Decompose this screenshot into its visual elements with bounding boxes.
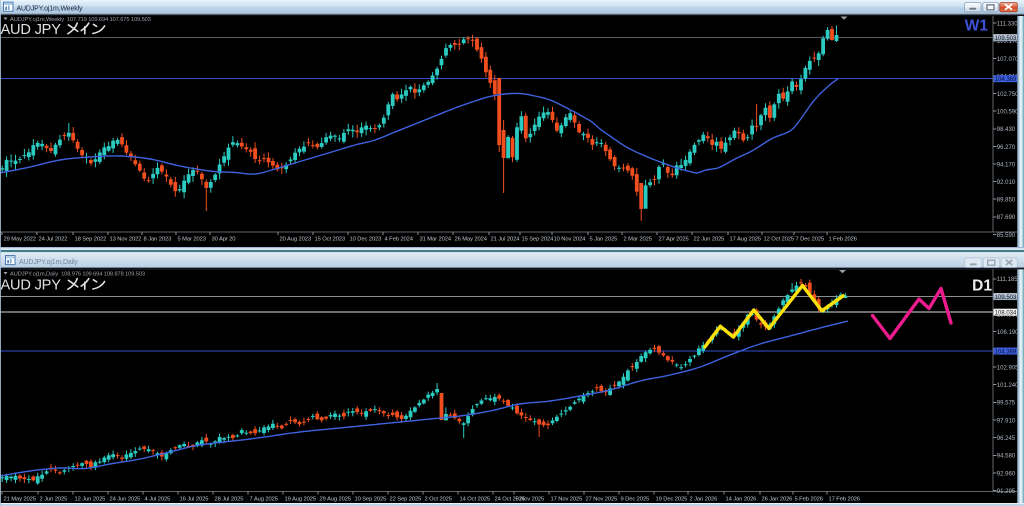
svg-text:26 May 2024: 26 May 2024 [455, 237, 488, 243]
svg-text:96.270: 96.270 [997, 145, 1016, 151]
svg-text:109.503: 109.503 [995, 36, 1017, 42]
svg-text:D1: D1 [972, 278, 992, 295]
svg-text:92.960: 92.960 [997, 471, 1016, 477]
svg-text:27 Apr 2025: 27 Apr 2025 [659, 237, 689, 243]
svg-text:111.330: 111.330 [997, 22, 1018, 28]
svg-text:17 Feb 2026: 17 Feb 2026 [829, 496, 860, 502]
svg-text:89.850: 89.850 [997, 198, 1016, 204]
svg-text:5 Nov 2025: 5 Nov 2025 [516, 496, 545, 502]
svg-text:28 Jul 2025: 28 Jul 2025 [215, 496, 244, 502]
svg-text:17 Aug 2025: 17 Aug 2025 [730, 237, 761, 243]
svg-text:16 Jul 2025: 16 Jul 2025 [180, 496, 209, 502]
svg-text:AUD JPY: AUD JPY [1, 277, 62, 293]
svg-text:10 Dec 2023: 10 Dec 2023 [350, 237, 382, 243]
svg-text:24 Jul 2022: 24 Jul 2022 [39, 237, 68, 243]
svg-text:AUDJPY.oj1m,Weekly: AUDJPY.oj1m,Weekly [17, 5, 84, 12]
svg-text:97.910: 97.910 [997, 418, 1016, 424]
svg-text:15 Oct 2023: 15 Oct 2023 [315, 237, 345, 243]
svg-text:21 May 2025: 21 May 2025 [4, 496, 36, 502]
svg-text:1 Feb 2026: 1 Feb 2026 [829, 237, 857, 243]
svg-text:106.190: 106.190 [997, 330, 1019, 336]
svg-text:94.170: 94.170 [997, 162, 1016, 168]
svg-text:5 Jan 2025: 5 Jan 2025 [590, 237, 618, 243]
svg-text:8 Jan 2023: 8 Jan 2023 [144, 237, 172, 243]
svg-text:104.369: 104.369 [995, 349, 1017, 355]
svg-text:19 Aug 2025: 19 Aug 2025 [285, 496, 316, 502]
svg-text:27 Nov 2025: 27 Nov 2025 [586, 496, 618, 502]
svg-text:18 Sep 2022: 18 Sep 2022 [75, 237, 107, 243]
svg-text:13 Nov 2022: 13 Nov 2022 [110, 237, 142, 243]
svg-text:104.369: 104.369 [995, 77, 1017, 83]
svg-text:91.295: 91.295 [997, 489, 1016, 495]
svg-text:29 Aug 2025: 29 Aug 2025 [320, 496, 351, 502]
svg-text:109.170: 109.170 [997, 39, 1019, 45]
svg-text:96.245: 96.245 [997, 436, 1016, 442]
svg-text:AUD JPY: AUD JPY [1, 22, 62, 38]
svg-text:109.503: 109.503 [995, 295, 1017, 301]
svg-text:26 Jan 2026: 26 Jan 2026 [762, 496, 793, 502]
svg-text:100.590: 100.590 [997, 110, 1019, 116]
svg-text:5 Feb 2026: 5 Feb 2026 [795, 496, 823, 502]
svg-text:2 Jan 2026: 2 Jan 2026 [690, 496, 718, 502]
svg-text:12 Jun 2025: 12 Jun 2025 [75, 496, 106, 502]
svg-text:107.070: 107.070 [997, 57, 1019, 63]
svg-text:9 Dec 2025: 9 Dec 2025 [621, 496, 650, 502]
svg-text:85.590: 85.590 [997, 233, 1016, 239]
svg-text:15 Sep 2024: 15 Sep 2024 [522, 237, 555, 243]
svg-text:87.690: 87.690 [997, 215, 1016, 221]
svg-text:99.575: 99.575 [997, 401, 1016, 407]
svg-text:24 Oct 2025: 24 Oct 2025 [495, 496, 525, 502]
svg-text:4 Feb 2024: 4 Feb 2024 [385, 237, 414, 243]
svg-text:20 Aug 2023: 20 Aug 2023 [280, 237, 311, 243]
svg-text:31 Mar 2024: 31 Mar 2024 [420, 237, 452, 243]
svg-text:102.750: 102.750 [997, 92, 1019, 98]
svg-text:22 Sep 2025: 22 Sep 2025 [390, 496, 422, 502]
svg-text:7 Aug 2025: 7 Aug 2025 [250, 496, 278, 502]
svg-text:10 Nov 2024: 10 Nov 2024 [554, 237, 587, 243]
svg-text:102.905: 102.905 [997, 365, 1019, 371]
svg-text:10 Sep 2025: 10 Sep 2025 [355, 496, 387, 502]
svg-text:98.430: 98.430 [997, 127, 1016, 133]
svg-text:21 Jul 2024: 21 Jul 2024 [491, 237, 521, 243]
svg-text:4 Jul 2025: 4 Jul 2025 [145, 496, 171, 502]
svg-text:19 Dec 2025: 19 Dec 2025 [656, 496, 688, 502]
svg-text:101.240: 101.240 [997, 383, 1019, 389]
svg-text:14 Oct 2025: 14 Oct 2025 [460, 496, 490, 502]
svg-text:17 Nov 2025: 17 Nov 2025 [551, 496, 583, 502]
svg-text:12 Oct 2025: 12 Oct 2025 [764, 237, 794, 243]
svg-text:AUDJPY.oj1m,Daily 108.976 109: AUDJPY.oj1m,Daily 108.976 109.694 108.87… [10, 271, 145, 277]
svg-text:5 Mar 2023: 5 Mar 2023 [178, 237, 206, 243]
svg-text:2 Mar 2025: 2 Mar 2025 [624, 237, 652, 243]
svg-text:7 Dec 2025: 7 Dec 2025 [796, 237, 825, 243]
svg-text:22 Jun 2025: 22 Jun 2025 [694, 237, 725, 243]
svg-text:108.034: 108.034 [995, 311, 1017, 317]
svg-text:30 Apr 20: 30 Apr 20 [212, 237, 236, 243]
svg-text:AUDJPY.oj1m,Weekly 107.719 10: AUDJPY.oj1m,Weekly 107.719 109.694 107.6… [10, 17, 151, 23]
svg-text:111.185: 111.185 [997, 277, 1018, 283]
svg-text:2 Oct 2025: 2 Oct 2025 [425, 496, 452, 502]
svg-text:2 Jun 2025: 2 Jun 2025 [40, 496, 68, 502]
svg-text:29 May 2022: 29 May 2022 [4, 237, 36, 243]
svg-text:92.010: 92.010 [997, 180, 1016, 186]
svg-text:14 Jan 2026: 14 Jan 2026 [726, 496, 757, 502]
svg-text:94.580: 94.580 [997, 454, 1016, 460]
svg-text:W1: W1 [965, 18, 989, 35]
svg-text:24 Jun 2025: 24 Jun 2025 [110, 496, 141, 502]
svg-text:AUDJPY.oj1m,Daily: AUDJPY.oj1m,Daily [19, 259, 78, 266]
